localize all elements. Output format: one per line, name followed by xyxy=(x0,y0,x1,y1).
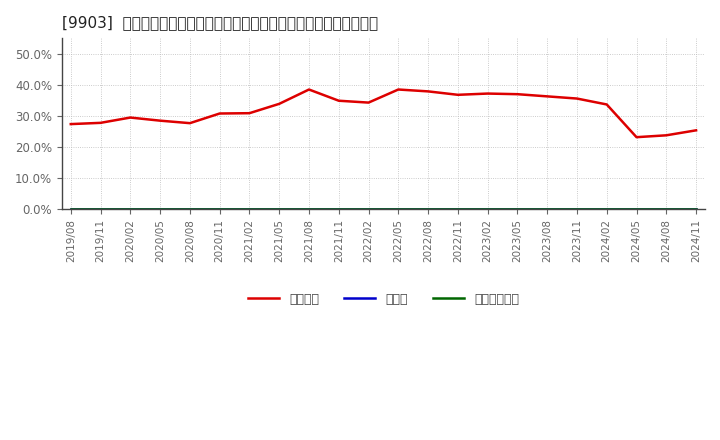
自己資本 xyxy=(126,115,135,120)
繰延税金資産 xyxy=(394,207,402,212)
繰延税金資産 xyxy=(186,207,194,212)
Legend: 自己資本, のれん, 繰延税金資産: 自己資本, のれん, 繰延税金資産 xyxy=(243,288,524,311)
のれん xyxy=(543,207,552,212)
のれん xyxy=(424,207,433,212)
繰延税金資産 xyxy=(364,207,373,212)
自己資本 xyxy=(66,121,75,127)
のれん xyxy=(245,207,253,212)
自己資本 xyxy=(424,89,433,94)
のれん xyxy=(483,207,492,212)
繰延税金資産 xyxy=(513,207,522,212)
繰延税金資産 xyxy=(96,207,105,212)
自己資本 xyxy=(215,111,224,116)
繰延税金資産 xyxy=(335,207,343,212)
繰延税金資産 xyxy=(126,207,135,212)
のれん xyxy=(364,207,373,212)
のれん xyxy=(96,207,105,212)
繰延税金資産 xyxy=(454,207,462,212)
繰延税金資産 xyxy=(603,207,611,212)
Text: [9903]  自己資本、のれん、繰延税金資産の総資産に対する比率の推移: [9903] 自己資本、のれん、繰延税金資産の総資産に対する比率の推移 xyxy=(62,15,378,30)
のれん xyxy=(215,207,224,212)
自己資本 xyxy=(96,120,105,125)
のれん xyxy=(186,207,194,212)
自己資本 xyxy=(454,92,462,97)
自己資本 xyxy=(632,135,641,140)
自己資本 xyxy=(662,133,670,138)
のれん xyxy=(305,207,313,212)
のれん xyxy=(156,207,164,212)
自己資本 xyxy=(275,101,284,106)
繰延税金資産 xyxy=(215,207,224,212)
自己資本 xyxy=(543,94,552,99)
繰延税金資産 xyxy=(156,207,164,212)
自己資本 xyxy=(186,121,194,126)
自己資本 xyxy=(245,110,253,116)
繰延税金資産 xyxy=(692,207,701,212)
のれん xyxy=(632,207,641,212)
のれん xyxy=(692,207,701,212)
繰延税金資産 xyxy=(424,207,433,212)
のれん xyxy=(394,207,402,212)
Line: 自己資本: 自己資本 xyxy=(71,89,696,137)
のれん xyxy=(66,207,75,212)
自己資本 xyxy=(483,91,492,96)
のれん xyxy=(513,207,522,212)
のれん xyxy=(126,207,135,212)
のれん xyxy=(275,207,284,212)
繰延税金資産 xyxy=(305,207,313,212)
のれん xyxy=(662,207,670,212)
自己資本 xyxy=(572,96,581,101)
自己資本 xyxy=(364,100,373,105)
自己資本 xyxy=(305,87,313,92)
自己資本 xyxy=(156,118,164,123)
のれん xyxy=(454,207,462,212)
繰延税金資産 xyxy=(572,207,581,212)
自己資本 xyxy=(394,87,402,92)
繰延税金資産 xyxy=(275,207,284,212)
繰延税金資産 xyxy=(66,207,75,212)
繰延税金資産 xyxy=(483,207,492,212)
繰延税金資産 xyxy=(245,207,253,212)
自己資本 xyxy=(335,98,343,103)
のれん xyxy=(572,207,581,212)
自己資本 xyxy=(603,102,611,107)
のれん xyxy=(603,207,611,212)
自己資本 xyxy=(692,128,701,133)
自己資本 xyxy=(513,92,522,97)
のれん xyxy=(335,207,343,212)
繰延税金資産 xyxy=(662,207,670,212)
繰延税金資産 xyxy=(632,207,641,212)
繰延税金資産 xyxy=(543,207,552,212)
